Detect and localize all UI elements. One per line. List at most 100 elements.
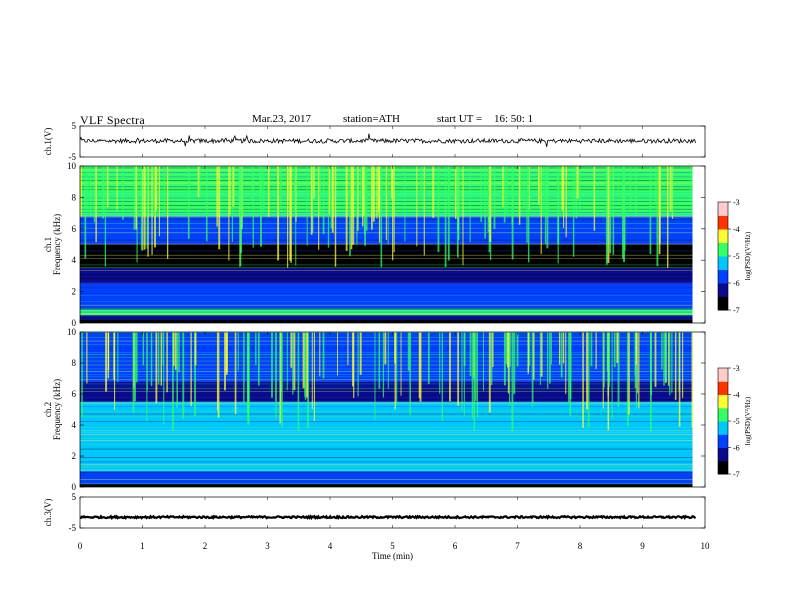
colorbar-segment — [718, 397, 728, 401]
colorbar-segment — [718, 447, 728, 451]
colorbar-tick-label: -4 — [733, 225, 740, 234]
spectrogram-band — [80, 401, 693, 433]
colorbar-segment — [718, 223, 728, 227]
colorbar-segment — [718, 423, 728, 427]
colorbar-segment — [718, 288, 728, 292]
colorbar-axis-label: log(PSD)(V²/Hz) — [744, 396, 752, 445]
y-tick-label: 6 — [72, 389, 77, 399]
y-tick-label: 4 — [72, 420, 77, 430]
colorbar-segment — [718, 245, 728, 249]
y-tick-label: 0 — [72, 318, 77, 328]
y-axis-label-channel: ch.1 — [43, 237, 53, 252]
colorbar-segment — [718, 301, 728, 306]
colorbar-tick-label: -7 — [733, 306, 740, 315]
colorbar-segment — [718, 283, 728, 287]
colorbar-tick-label: -3 — [733, 198, 740, 207]
colorbar-segment — [718, 442, 728, 446]
colorbar-segment — [718, 210, 728, 214]
colorbar-axis-label: log(PSD)(V²/Hz) — [744, 231, 752, 280]
y-tick-label: 2 — [72, 287, 77, 297]
x-tick-label: 7 — [515, 541, 520, 551]
colorbar-segment — [718, 378, 728, 382]
colorbar-segment — [718, 258, 728, 262]
colorbar-segment — [718, 415, 728, 419]
y-axis-label-quantity: Frequency (kHz) — [52, 379, 62, 440]
colorbar-segment — [718, 471, 728, 475]
colorbar-segment — [718, 407, 728, 411]
y-tick-label: 8 — [72, 192, 77, 202]
colorbar-segment — [718, 468, 728, 472]
colorbar-segment — [718, 229, 728, 233]
colorbar-segment — [718, 399, 728, 403]
start-time-label: start UT = — [437, 113, 483, 125]
colorbar-segment — [718, 421, 728, 425]
x-tick-label: 9 — [640, 541, 645, 551]
station-label: station=ATH — [343, 113, 400, 125]
y-tick-label: -5 — [69, 152, 77, 162]
colorbar-segment — [718, 291, 728, 295]
x-tick-label: 10 — [701, 541, 711, 551]
colorbar-segment — [718, 450, 728, 454]
colorbar-segment — [718, 405, 728, 409]
colorbar-segment — [718, 261, 728, 265]
colorbar-tick-label: -7 — [733, 470, 740, 479]
colorbar-segment — [718, 202, 728, 206]
date-label: Mar.23, 2017 — [252, 113, 311, 125]
y-axis-label: ch.1(V) — [43, 128, 53, 156]
colorbar-segment — [718, 239, 728, 243]
colorbar-segment — [718, 466, 728, 470]
colorbar-segment — [718, 256, 728, 260]
spectrogram-band — [80, 483, 693, 487]
colorbar-segment — [718, 375, 728, 380]
colorbar-segment — [718, 215, 728, 219]
colorbar-segment — [718, 391, 728, 395]
y-tick-label: 0 — [72, 482, 77, 492]
y-tick-label: 8 — [72, 358, 77, 368]
spectrogram-band — [80, 471, 693, 484]
colorbar-segment — [718, 368, 728, 372]
y-tick-label: 2 — [72, 451, 77, 461]
y-tick-label: -5 — [69, 523, 77, 533]
colorbar-segment — [718, 266, 728, 270]
colorbar-tick-label: -3 — [733, 364, 740, 373]
colorbar-segment — [718, 463, 728, 467]
colorbar-segment — [718, 207, 728, 211]
y-tick-label: 10 — [67, 327, 77, 337]
panel-frame — [79, 496, 706, 529]
spectrogram-band — [80, 268, 693, 284]
y-tick-label: 4 — [72, 255, 77, 265]
colorbar-segment — [718, 413, 728, 417]
colorbar-segment — [718, 418, 728, 422]
colorbar-segment — [718, 272, 728, 276]
x-tick-label: 4 — [328, 541, 333, 551]
colorbar-segment — [718, 242, 728, 246]
colorbar-segment — [718, 226, 728, 230]
colorbar-segment — [718, 269, 728, 273]
x-axis-label: Time (min) — [372, 551, 413, 561]
spectrogram-band — [80, 244, 693, 269]
colorbar-segment — [718, 277, 728, 281]
colorbar-segment — [718, 253, 728, 257]
x-tick-label: 1 — [140, 541, 145, 551]
colorbar-segment — [718, 264, 728, 268]
x-tick-label: 8 — [578, 541, 583, 551]
colorbar-segment — [718, 280, 728, 284]
colorbar-segment — [718, 299, 728, 303]
colorbar-segment — [718, 373, 728, 377]
ch1-waveform-trace — [79, 133, 696, 147]
y-tick-label: 5 — [72, 492, 77, 502]
colorbar-segment — [718, 428, 728, 433]
colorbar-segment — [718, 394, 728, 398]
colorbar-segment — [718, 426, 728, 430]
x-tick-label: 2 — [203, 541, 208, 551]
x-tick-label: 0 — [78, 541, 83, 551]
colorbar-segment — [718, 389, 728, 393]
colorbar-segment — [718, 218, 728, 222]
colorbar-tick-label: -4 — [733, 391, 740, 400]
y-axis-label: ch.3(V) — [43, 499, 53, 527]
colorbar-tick-label: -6 — [733, 444, 740, 453]
colorbar-segment — [718, 458, 728, 462]
colorbar-tick-label: -5 — [733, 417, 740, 426]
colorbar-segment — [718, 293, 728, 297]
